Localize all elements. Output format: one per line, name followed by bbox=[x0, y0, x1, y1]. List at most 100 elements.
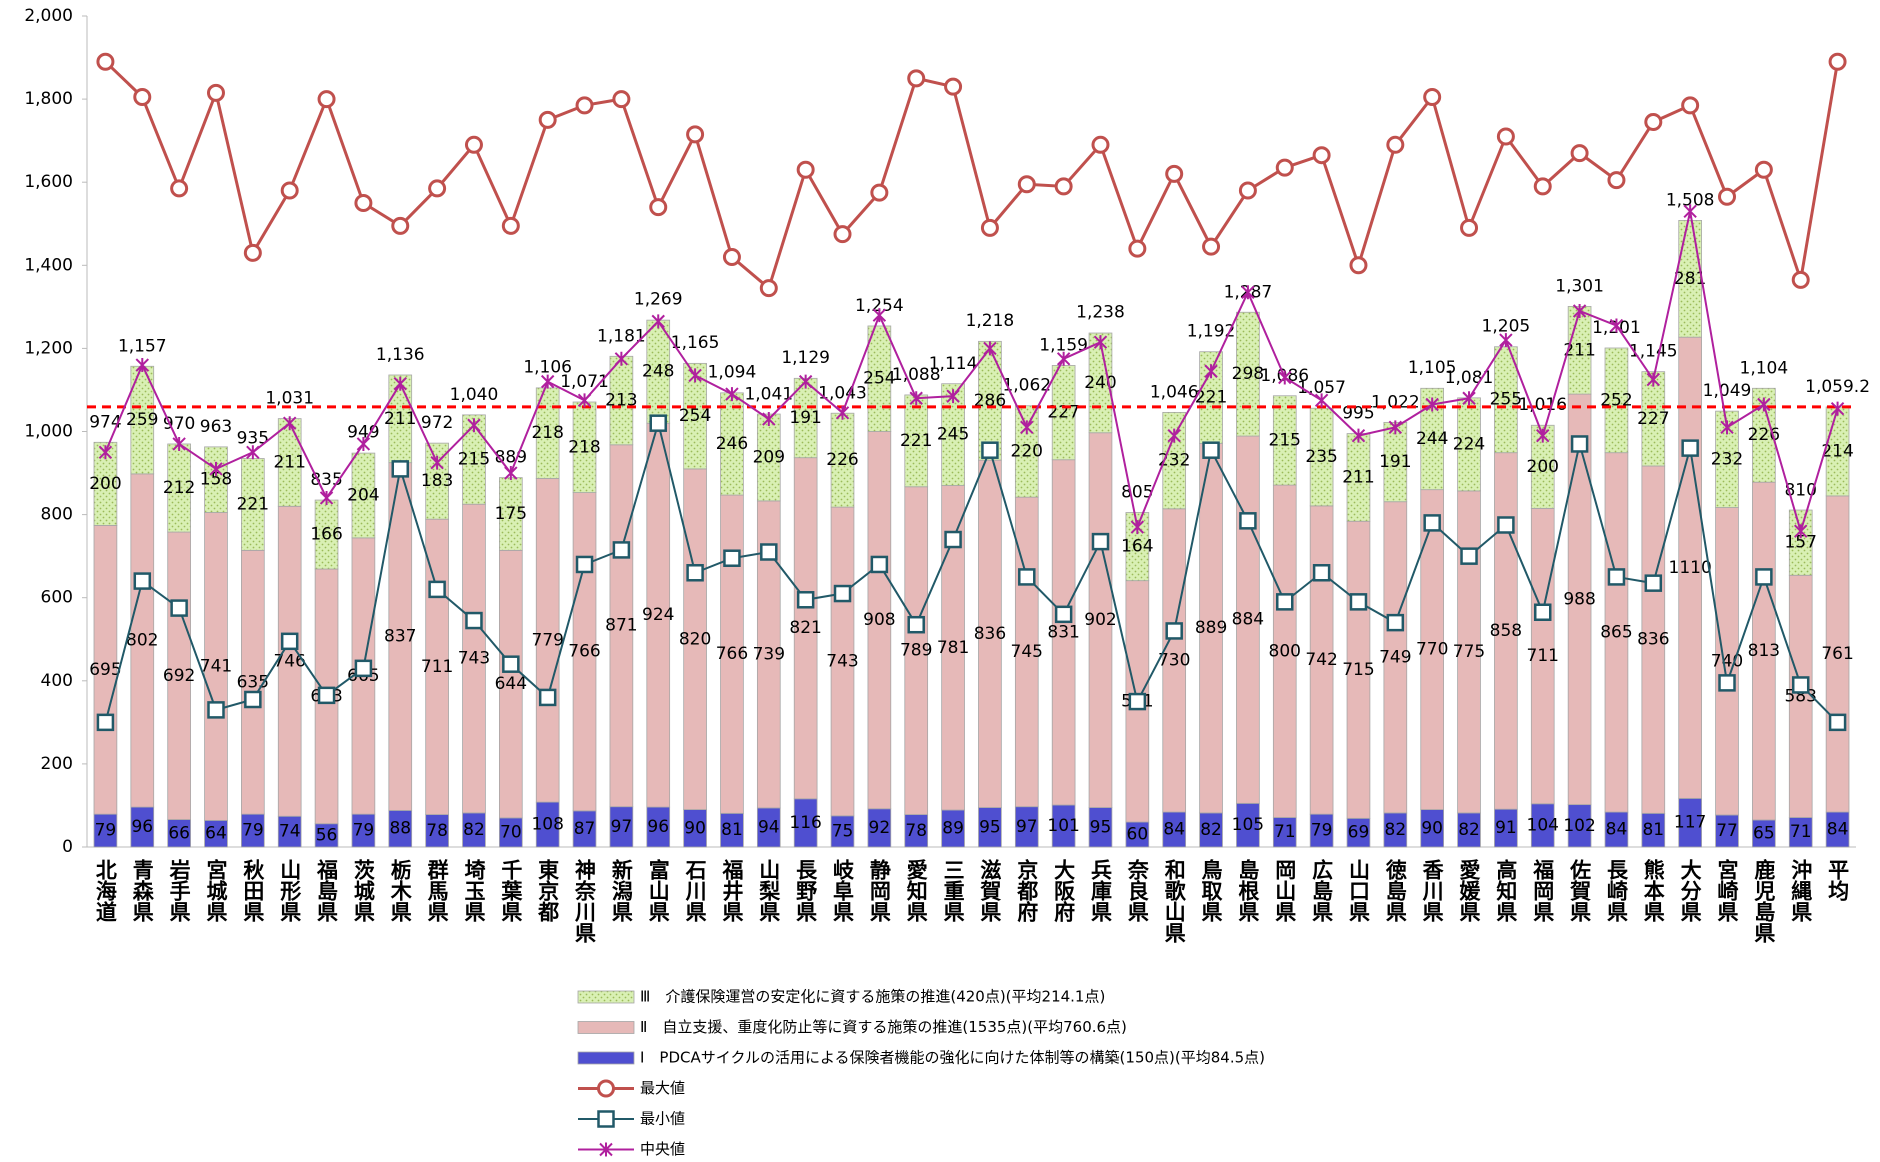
data-label: 164 bbox=[1121, 537, 1153, 557]
total-label: 935 bbox=[237, 429, 269, 449]
data-label: 221 bbox=[900, 431, 932, 451]
data-label: 226 bbox=[826, 450, 858, 470]
data-label: 96 bbox=[647, 817, 669, 837]
data-label: 644 bbox=[495, 674, 527, 694]
marker-square bbox=[428, 580, 446, 599]
marker-square bbox=[170, 599, 188, 617]
total-label: 1,081 bbox=[1445, 368, 1494, 388]
x-tick-label: 石川県 bbox=[683, 859, 708, 922]
y-tick-label: 2,000 bbox=[24, 6, 73, 26]
bar-segment bbox=[462, 414, 486, 505]
marker-star bbox=[1536, 428, 1550, 443]
data-label: 286 bbox=[974, 391, 1006, 411]
marker-star bbox=[1425, 397, 1439, 412]
x-tick-label: 福岡県 bbox=[1531, 859, 1556, 922]
x-tick-label: 香川県 bbox=[1420, 859, 1445, 922]
total-label: 1,269 bbox=[634, 290, 683, 310]
marker-star bbox=[1167, 428, 1181, 443]
marker-circle bbox=[1202, 237, 1221, 256]
marker-square bbox=[1607, 568, 1626, 586]
data-label: 82 bbox=[1458, 820, 1480, 840]
data-label: 711 bbox=[1527, 646, 1559, 666]
data-label: 209 bbox=[753, 447, 785, 467]
marker-star bbox=[1462, 391, 1476, 406]
data-label: 78 bbox=[426, 821, 448, 841]
total-label: 1,106 bbox=[523, 357, 572, 377]
bar-segment bbox=[1014, 405, 1039, 498]
x-tick-label: 愛媛県 bbox=[1457, 858, 1482, 922]
marker-square bbox=[391, 460, 410, 478]
y-tick-label: 1,200 bbox=[24, 338, 73, 358]
bar-segment bbox=[978, 340, 1002, 461]
total-label: 1,062 bbox=[1002, 376, 1051, 396]
x-tick-label: 兵庫県 bbox=[1088, 858, 1112, 922]
data-label: 281 bbox=[1674, 269, 1706, 289]
marker-square bbox=[760, 543, 778, 561]
marker-star bbox=[98, 445, 113, 460]
marker-square bbox=[1460, 547, 1478, 565]
x-tick-label: 滋賀県 bbox=[978, 858, 1003, 922]
marker-star bbox=[393, 376, 407, 391]
data-label: 766 bbox=[568, 642, 600, 662]
total-label: 1,157 bbox=[118, 336, 167, 356]
data-label: 64 bbox=[205, 824, 227, 844]
total-label: 1,040 bbox=[450, 385, 499, 405]
marker-square bbox=[597, 1110, 615, 1128]
marker-circle bbox=[1718, 187, 1737, 206]
data-label: 871 bbox=[605, 616, 637, 636]
marker-star bbox=[762, 412, 776, 427]
marker-square bbox=[1165, 622, 1183, 640]
marker-square bbox=[1570, 435, 1589, 453]
marker-square bbox=[1202, 441, 1220, 459]
marker-square bbox=[944, 530, 962, 549]
series-line bbox=[104, 211, 1839, 535]
marker-square bbox=[1386, 613, 1405, 632]
marker-circle bbox=[686, 125, 705, 144]
marker-circle bbox=[759, 279, 778, 298]
total-label: 1,136 bbox=[376, 345, 425, 365]
data-label: 224 bbox=[1453, 434, 1485, 454]
x-tick-label: 福島県 bbox=[315, 859, 340, 922]
marker-square bbox=[870, 555, 889, 574]
total-label: 1,192 bbox=[1187, 322, 1236, 342]
data-label: 65 bbox=[1753, 823, 1775, 843]
data-label: 183 bbox=[421, 471, 453, 491]
marker-circle bbox=[575, 96, 594, 115]
total-label: 1,016 bbox=[1518, 395, 1567, 415]
x-tick-label: 山口県 bbox=[1346, 859, 1370, 922]
marker-circle bbox=[870, 183, 889, 202]
data-label: 218 bbox=[568, 437, 600, 457]
marker-circle bbox=[354, 193, 373, 212]
total-label: 1,159 bbox=[1039, 335, 1088, 355]
data-label: 71 bbox=[1274, 822, 1296, 842]
total-label: 1,181 bbox=[597, 326, 646, 346]
marker-star bbox=[356, 436, 371, 451]
marker-square bbox=[1718, 674, 1736, 692]
marker-star bbox=[1720, 420, 1734, 435]
marker-circle bbox=[1054, 177, 1073, 196]
marker-square bbox=[1349, 593, 1368, 611]
x-tick-label: 鳥取県 bbox=[1199, 858, 1223, 922]
data-label: 94 bbox=[758, 817, 780, 837]
data-label: 200 bbox=[89, 474, 121, 494]
total-label: 1,041 bbox=[744, 384, 793, 404]
data-label: 221 bbox=[1195, 388, 1227, 408]
data-label: 95 bbox=[1090, 817, 1112, 837]
marker-circle bbox=[722, 247, 741, 266]
marker-square bbox=[1276, 593, 1294, 611]
marker-square bbox=[133, 572, 152, 590]
legend-swatch bbox=[577, 1021, 635, 1034]
marker-circle bbox=[1091, 135, 1110, 154]
marker-star bbox=[1278, 370, 1292, 385]
marker-square bbox=[207, 701, 225, 719]
data-label: 84 bbox=[1606, 820, 1628, 840]
total-label: 995 bbox=[1342, 404, 1374, 424]
data-label: 820 bbox=[679, 629, 711, 649]
marker-star bbox=[209, 461, 223, 476]
data-label: 235 bbox=[1305, 447, 1337, 467]
data-label: 889 bbox=[1195, 618, 1227, 638]
data-label: 60 bbox=[1127, 825, 1149, 845]
data-label: 246 bbox=[716, 434, 748, 454]
data-label: 211 bbox=[384, 409, 416, 429]
marker-square bbox=[1791, 676, 1810, 694]
